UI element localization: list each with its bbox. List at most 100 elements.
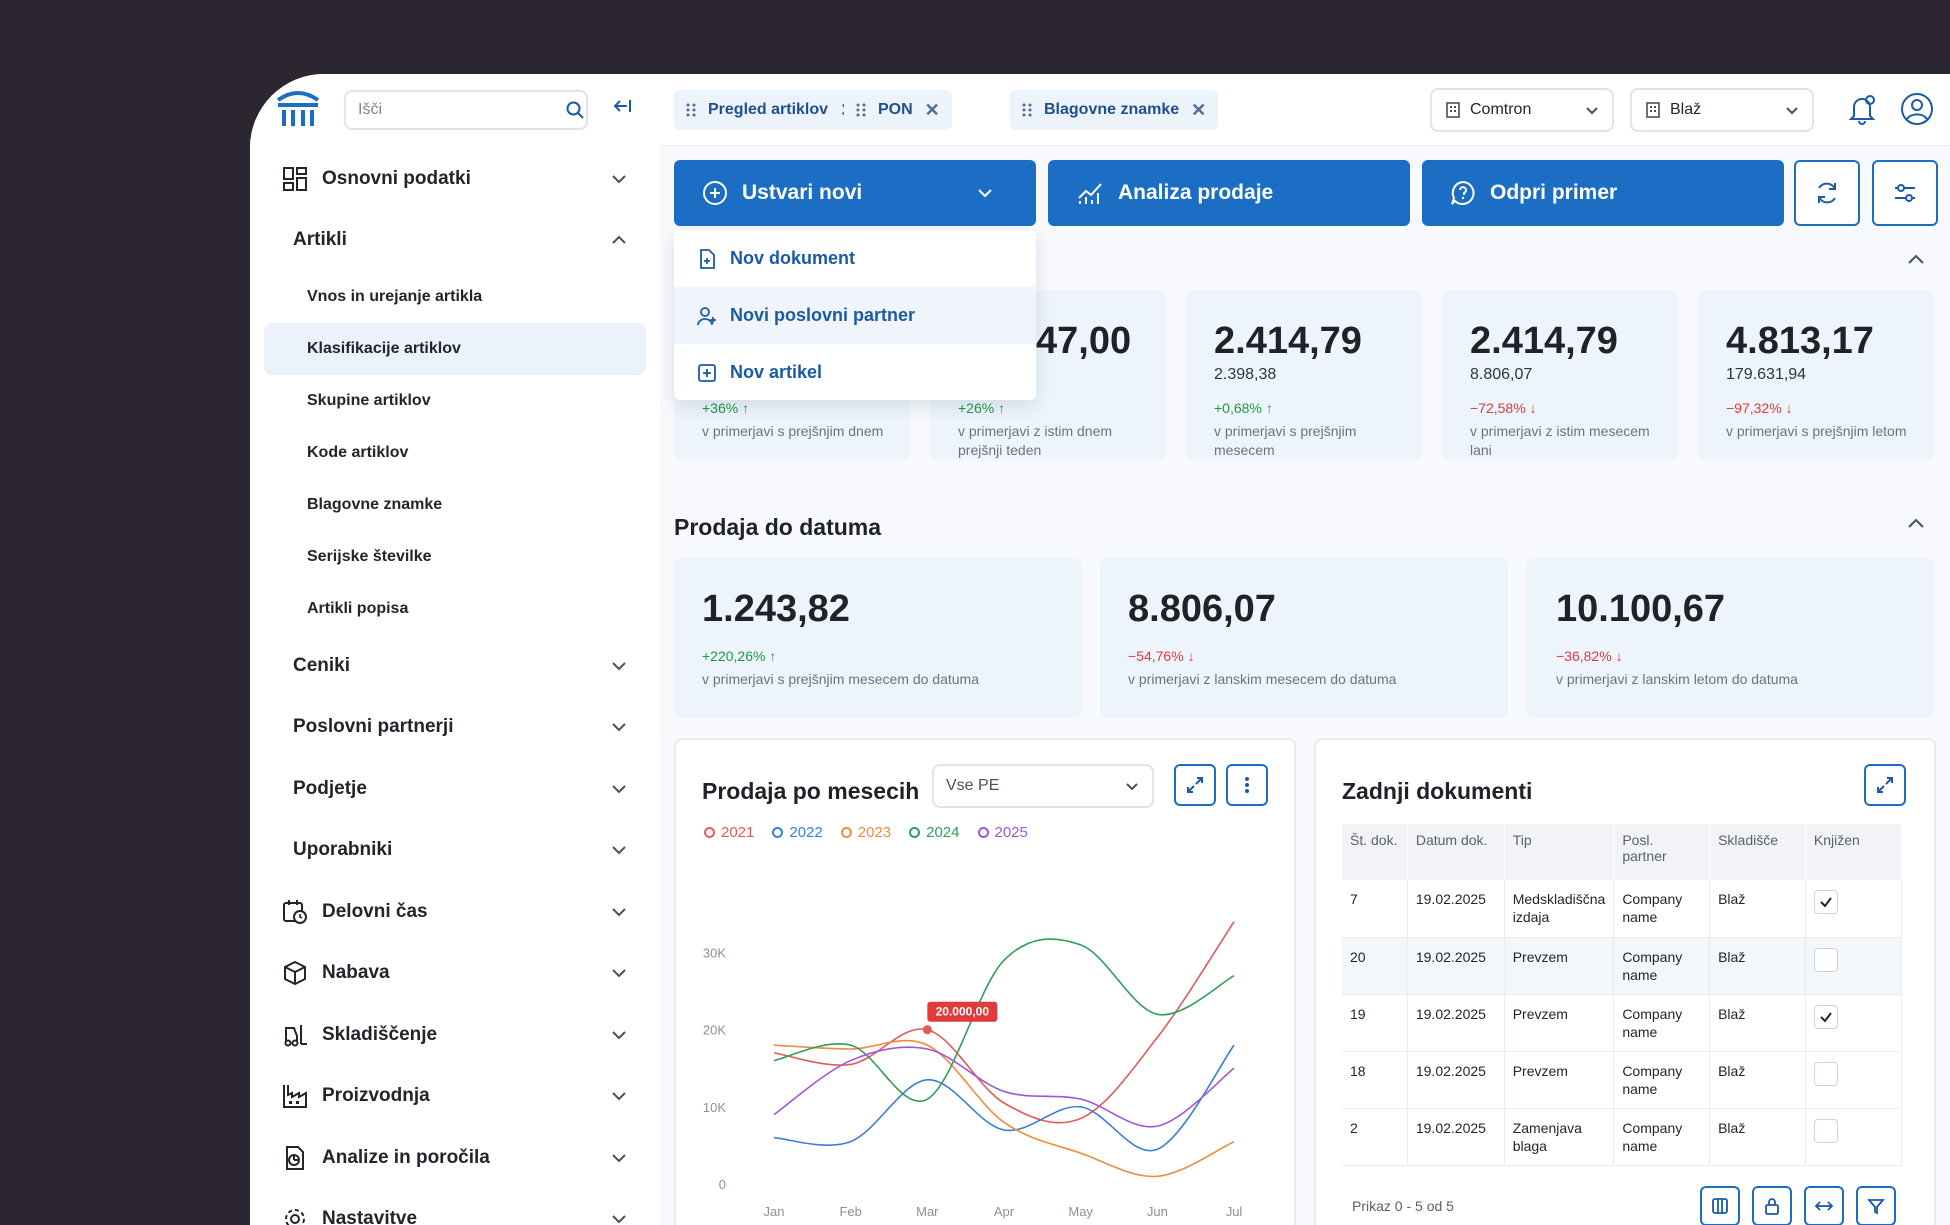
- column-header[interactable]: Posl. partner: [1613, 824, 1711, 880]
- drag-handle-icon[interactable]: [1022, 102, 1032, 118]
- chart-more-button[interactable]: [1226, 764, 1268, 806]
- user-select-value: Blaž: [1670, 101, 1702, 118]
- search-box[interactable]: [344, 90, 588, 130]
- expand-documents-button[interactable]: [1864, 764, 1906, 806]
- table-row[interactable]: 7 19.02.2025 Medskladiščna izdaja Company n…: [1342, 880, 1903, 938]
- collapse-sidebar-icon[interactable]: [612, 96, 632, 116]
- series-line-2023[interactable]: [773, 1039, 1235, 1178]
- tooltip-box: [927, 1001, 998, 1022]
- column-header[interactable]: Skladišče: [1709, 824, 1806, 880]
- posted-checkbox[interactable]: [1813, 947, 1838, 972]
- sidebar-item-poslovni-partnerji[interactable]: Poslovni partnerji: [250, 697, 660, 759]
- data-point-marker[interactable]: [922, 1025, 932, 1035]
- posted-checkbox[interactable]: [1813, 1061, 1838, 1086]
- tab-label: Pregled artiklov: [708, 101, 829, 118]
- calendar-clock-icon: [280, 897, 310, 927]
- user-select[interactable]: Blaž: [1630, 88, 1814, 132]
- sidebar-item-podjetje[interactable]: Podjetje: [250, 758, 660, 820]
- open-case-button[interactable]: Odpri primer: [1422, 160, 1784, 226]
- search-icon[interactable]: [565, 100, 585, 120]
- sidebar-item-nastavitve[interactable]: Nastavitve: [250, 1189, 660, 1225]
- table-row[interactable]: 18 19.02.2025 Prevzem Company name Blaž: [1342, 1051, 1903, 1109]
- user-avatar-icon[interactable]: [1900, 92, 1934, 126]
- legend-marker: [840, 827, 852, 838]
- refresh-button[interactable]: [1794, 160, 1860, 226]
- sidebar-subitem-popisa[interactable]: Artikli popisa: [307, 600, 409, 617]
- sidebar-item-proizvodnja[interactable]: Proizvodnja: [250, 1066, 660, 1128]
- column-header[interactable]: Datum dok.: [1407, 824, 1505, 880]
- resize-columns-button[interactable]: [1804, 1186, 1844, 1225]
- sidebar-subitem-serijske[interactable]: Serijske številke: [307, 548, 432, 565]
- sidebar-subitem-skupine[interactable]: Skupine artiklov: [307, 392, 431, 409]
- table-cell: [1805, 1108, 1903, 1166]
- stat-change-value: −72,58%: [1470, 400, 1526, 416]
- table-row[interactable]: 19 19.02.2025 Prevzem Company name Blaž: [1342, 994, 1903, 1052]
- table-row[interactable]: 20 19.02.2025 Prevzem Company name Blaž: [1342, 937, 1903, 995]
- posted-checkbox[interactable]: [1813, 1004, 1838, 1029]
- x-tick-label: Mar: [916, 1204, 939, 1219]
- sidebar-item-label: Ceniki: [293, 654, 351, 676]
- stat-change-value: +36%: [702, 400, 739, 416]
- column-header[interactable]: Tip: [1504, 824, 1615, 880]
- expand-icon: [1875, 775, 1895, 795]
- menu-item-nov-artikel[interactable]: Nov artikel: [674, 344, 1036, 401]
- tab-pregled-artiklov[interactable]: Pregled artiklov ✕: [674, 90, 868, 130]
- menu-item-novi-poslovni-partner[interactable]: Novi poslovni partner: [674, 287, 1036, 344]
- sidebar-item-delovni-cas[interactable]: Delovni čas: [250, 881, 660, 943]
- settings-sliders-button[interactable]: [1872, 160, 1938, 226]
- chevron-down-icon: [608, 1085, 630, 1107]
- table-cell: Blaž: [1709, 937, 1806, 995]
- bell-icon[interactable]: [1846, 92, 1878, 126]
- sidebar-item-nabava[interactable]: Nabava: [250, 943, 660, 1005]
- table-cell: Medskladiščna izdaja: [1504, 880, 1615, 938]
- posted-checkbox[interactable]: [1813, 890, 1838, 914]
- series-line-2021[interactable]: [773, 921, 1235, 1124]
- sidebar-item-ceniki[interactable]: Ceniki: [250, 635, 660, 697]
- series-line-2022[interactable]: [773, 1044, 1235, 1152]
- drag-handle-icon[interactable]: [856, 102, 866, 118]
- company-select[interactable]: Comtron: [1430, 88, 1614, 132]
- sidebar-item-artikli[interactable]: Artikli: [250, 210, 660, 272]
- tab-pon[interactable]: PON ✕: [844, 90, 952, 130]
- legend-item[interactable]: 2023: [840, 824, 891, 841]
- chevron-up-icon[interactable]: [1906, 250, 1926, 270]
- series-line-2025[interactable]: [773, 1046, 1235, 1128]
- create-new-button[interactable]: Ustvari novi: [674, 160, 1036, 226]
- sidebar-item-analize[interactable]: Analize in poročila: [250, 1127, 660, 1189]
- sidebar-item-osnovni-podatki[interactable]: Osnovni podatki: [250, 148, 660, 210]
- table-cell: Company name: [1613, 1051, 1711, 1109]
- column-header[interactable]: Knjižen: [1805, 824, 1903, 880]
- legend-item[interactable]: 2021: [704, 824, 754, 841]
- sidebar-subitem-vnos[interactable]: Vnos in urejanje artikla: [307, 288, 483, 305]
- table-row[interactable]: 2 19.02.2025 Zamenjava blaga Company name Bl…: [1342, 1108, 1903, 1166]
- pe-filter-select[interactable]: Vse PE: [932, 764, 1154, 808]
- sidebar-subitem-kode[interactable]: Kode artiklov: [307, 444, 409, 461]
- search-input[interactable]: [358, 101, 565, 119]
- sidebar-item-uporabniki[interactable]: Uporabniki: [250, 820, 660, 882]
- table-cell: Blaž: [1709, 880, 1806, 938]
- filter-button[interactable]: [1856, 1186, 1896, 1225]
- series-line-2024[interactable]: [773, 938, 1235, 1102]
- sidebar-subitem-klasifikacije[interactable]: Klasifikacije artiklov: [264, 323, 646, 375]
- close-icon[interactable]: ✕: [924, 99, 940, 120]
- tab-blagovne-znamke[interactable]: Blagovne znamke ✕: [1010, 90, 1219, 130]
- lock-button[interactable]: [1752, 1186, 1792, 1225]
- chevron-up-icon[interactable]: [1906, 514, 1926, 534]
- sidebar-item-label: Poslovni partnerji: [293, 716, 454, 738]
- legend-item[interactable]: 2025: [977, 824, 1028, 841]
- columns-button[interactable]: [1700, 1186, 1740, 1225]
- legend-item[interactable]: 2022: [772, 824, 823, 841]
- logo-icon[interactable]: [274, 88, 322, 130]
- posted-checkbox[interactable]: [1813, 1118, 1838, 1143]
- legend-item[interactable]: 2024: [909, 824, 960, 841]
- sidebar-subitem-blagovne[interactable]: Blagovne znamke: [307, 496, 443, 513]
- column-header[interactable]: Št. dok.: [1342, 824, 1408, 880]
- sidebar-item-skladiscenje[interactable]: Skladiščenje: [250, 1004, 660, 1066]
- menu-item-nov-dokument[interactable]: Nov dokument: [674, 230, 1036, 287]
- stat-compare: v primerjavi s prejšnjim dnem: [702, 423, 884, 439]
- drag-handle-icon[interactable]: [686, 102, 696, 118]
- close-icon[interactable]: ✕: [1191, 99, 1207, 120]
- table-cell: 19: [1342, 994, 1408, 1052]
- sales-analysis-button[interactable]: Analiza prodaje: [1048, 160, 1410, 226]
- expand-chart-button[interactable]: [1174, 764, 1216, 806]
